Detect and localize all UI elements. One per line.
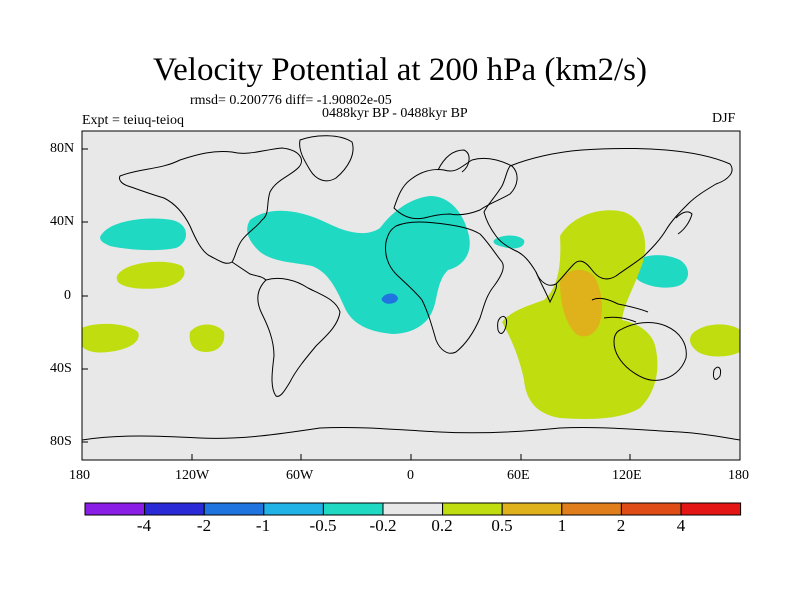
- coast-south-america: [257, 277, 341, 397]
- coast-india: [535, 271, 557, 304]
- lat-tick-label: 80N: [50, 141, 75, 156]
- colorbar-label: 0.5: [491, 516, 513, 535]
- coast-europe: [393, 157, 518, 220]
- contour-south-pacific-central: [189, 324, 225, 352]
- lon-tick-label: 60E: [507, 468, 530, 483]
- colorbar-box: [382, 502, 444, 516]
- coast-indonesia: [591, 297, 649, 323]
- coastlines: [82, 135, 740, 441]
- lon-tick-label: 180: [728, 468, 749, 483]
- coast-japan: [675, 211, 693, 235]
- colorbar-box: [501, 502, 563, 516]
- colorbar: [84, 502, 742, 516]
- axis-tick-marks: [81, 148, 741, 460]
- lon-tick-label: 0: [407, 468, 414, 483]
- colorbar-label: -0.2: [369, 516, 397, 535]
- colorbar-box: [680, 502, 742, 516]
- contour-fills: [82, 196, 740, 419]
- coast-greenland: [299, 135, 354, 182]
- contour-pacific-northeast: [100, 218, 187, 251]
- colorbar-box: [84, 502, 146, 516]
- contour-west-pacific: [631, 255, 689, 288]
- lat-tick-label: 40N: [50, 214, 75, 229]
- stats-label: rmsd= 0.200776 diff= -1.90802e-05: [190, 93, 392, 108]
- coast-new-zealand: [713, 366, 721, 380]
- lon-tick-label: 180: [69, 468, 90, 483]
- colorbar-box: [620, 502, 682, 516]
- colorbar-label: 1: [557, 516, 567, 535]
- coast-scandinavia: [437, 149, 470, 173]
- coast-central-america: [231, 261, 267, 281]
- colorbar-box: [144, 502, 205, 516]
- colorbar-label: 0.2: [431, 516, 453, 535]
- contour-tasman: [690, 324, 740, 357]
- colorbar-label: 2: [616, 516, 626, 535]
- lon-tick-label: 120E: [612, 468, 642, 483]
- contour-central-pacific-north: [116, 261, 185, 289]
- lon-tick-label: 60W: [286, 468, 314, 483]
- chart-title: Velocity Potential at 200 hPa (km2/s): [152, 52, 648, 88]
- period-label: 0488kyr BP - 0488kyr BP: [322, 106, 468, 121]
- lon-tick-label: 120W: [175, 468, 210, 483]
- contour-maritime-core: [560, 269, 602, 337]
- colorbar-label: -1: [255, 516, 271, 535]
- colorbar-box: [322, 502, 384, 516]
- colorbar-box: [442, 502, 503, 516]
- contour-atlantic-africa: [247, 196, 470, 334]
- coast-africa: [385, 221, 504, 354]
- coast-antarctica: [82, 426, 740, 441]
- contour-atlantic-core: [381, 293, 398, 304]
- colorbar-box: [561, 502, 622, 516]
- season-label: DJF: [712, 111, 736, 126]
- colorbar-label: -2: [196, 516, 212, 535]
- contour-arabia: [493, 235, 525, 249]
- lat-tick-label: 40S: [50, 361, 72, 376]
- coast-north-america: [119, 147, 302, 264]
- colorbar-label: -4: [136, 516, 152, 535]
- coast-madagascar: [497, 315, 507, 334]
- colorbar-label: 4: [676, 516, 686, 535]
- experiment-label: Expt = teiuq-teioq: [82, 113, 184, 128]
- coast-asia: [483, 148, 733, 286]
- colorbar-box: [263, 502, 324, 516]
- contour-south-pacific-west: [82, 323, 139, 353]
- coast-australia: [613, 322, 687, 381]
- lat-tick-label: 80S: [50, 434, 72, 449]
- lat-tick-label: 0: [64, 288, 71, 303]
- colorbar-box: [203, 502, 265, 516]
- colorbar-label: -0.5: [309, 516, 337, 535]
